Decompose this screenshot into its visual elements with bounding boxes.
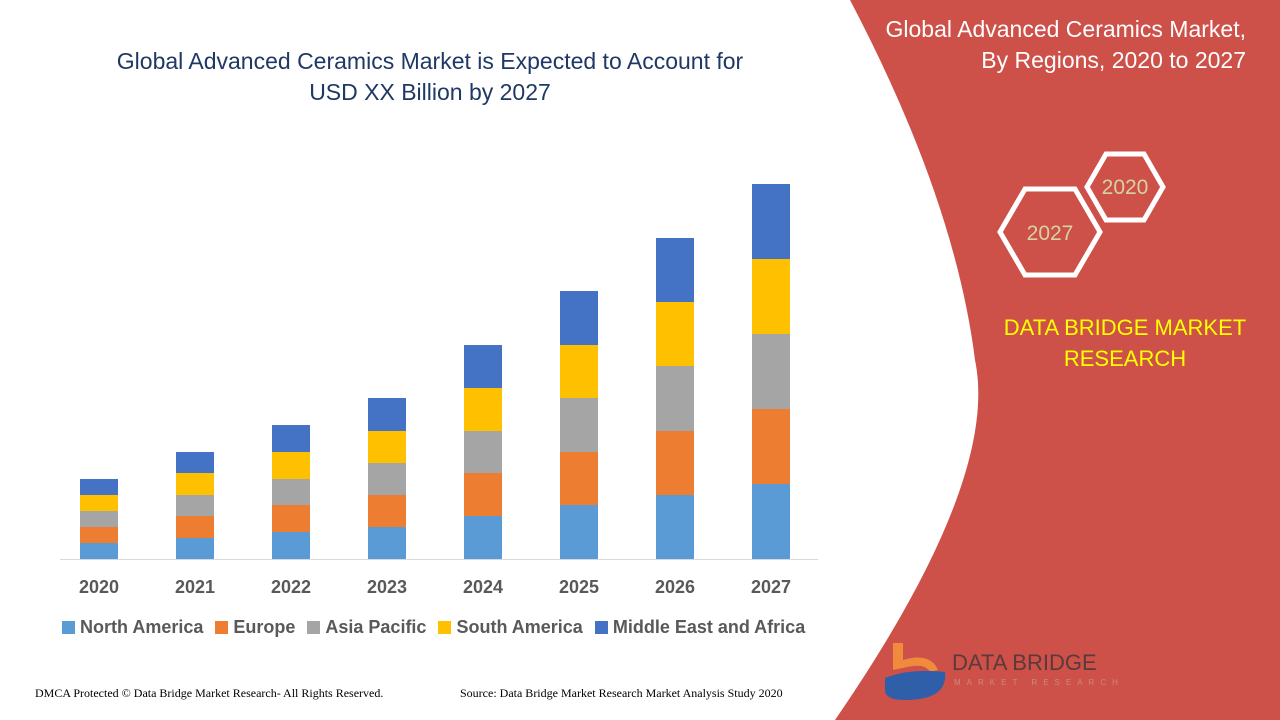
hex-label-2020: 2020 [1102, 176, 1149, 199]
bar-2025-asia-pacific [560, 398, 598, 452]
bar-2021-asia-pacific [176, 495, 214, 516]
bar-2022-asia-pacific [272, 479, 310, 505]
legend-label: Middle East and Africa [612, 617, 806, 637]
bar-2026-asia-pacific [656, 366, 694, 431]
logo-text: DATA BRIDGE [952, 650, 1097, 675]
bar-2023-north-america [368, 527, 406, 559]
bars-group [80, 184, 790, 559]
bar-2027-north-america [752, 484, 790, 559]
hex-label-2027: 2027 [1027, 222, 1074, 245]
x-tick-2024: 2024 [463, 577, 503, 597]
bar-2026-europe [656, 431, 694, 495]
hexagon-2027 [997, 186, 1103, 278]
logo-subtext: MARKET RESEARCH [954, 678, 1124, 687]
bar-2025-south-america [560, 345, 598, 398]
bar-2022-north-america [272, 532, 310, 559]
legend-item: Europe [215, 617, 295, 638]
bar-2027-europe [752, 409, 790, 484]
side-title-line-2: By Regions, 2020 to 2027 [981, 47, 1246, 73]
bar-2020-europe [80, 527, 118, 543]
legend-item: South America [438, 617, 583, 638]
bar-2020-asia-pacific [80, 511, 118, 527]
bar-2025-europe [560, 452, 598, 505]
chart-title-line-1: Global Advanced Ceramics Market is Expec… [116, 48, 744, 74]
bar-2024-asia-pacific [464, 431, 502, 473]
bar-2022-middle-east-and-africa [272, 425, 310, 452]
bar-2022-europe [272, 505, 310, 532]
bar-2026-south-america [656, 302, 694, 366]
bar-2025-north-america [560, 505, 598, 559]
x-tick-2022: 2022 [271, 577, 311, 597]
bar-2024-middle-east-and-africa [464, 345, 502, 388]
bar-2021-south-america [176, 473, 214, 495]
bar-2026-middle-east-and-africa [656, 238, 694, 302]
x-tick-2027: 2027 [751, 577, 791, 597]
x-tick-2020: 2020 [79, 577, 119, 597]
bar-2025-middle-east-and-africa [560, 291, 598, 345]
bar-2024-south-america [464, 388, 502, 431]
bar-2027-middle-east-and-africa [752, 184, 790, 259]
legend-label: Europe [233, 617, 296, 637]
x-tick-2021: 2021 [175, 577, 215, 597]
bar-2021-north-america [176, 538, 214, 559]
bar-2023-middle-east-and-africa [368, 398, 406, 431]
legend-swatch [215, 621, 229, 634]
bar-2027-south-america [752, 259, 790, 334]
bar-2022-south-america [272, 452, 310, 479]
chart-legend: North America Europe Asia Pacific South Ame… [62, 617, 805, 638]
x-tick-2023: 2023 [367, 577, 407, 597]
legend-label: South America [456, 617, 583, 637]
x-tick-2026: 2026 [655, 577, 695, 597]
logo-icon [885, 643, 946, 700]
bar-2023-asia-pacific [368, 463, 406, 495]
side-panel-background [835, 0, 1280, 720]
chart-title: Global Advanced Ceramics Market is Expec… [60, 46, 800, 108]
legend-swatch [438, 621, 452, 634]
side-title-line-1: Global Advanced Ceramics Market, [885, 16, 1247, 42]
bar-2021-middle-east-and-africa [176, 452, 214, 473]
brand-text: DATA BRIDGE MARKET RESEARCH [985, 312, 1265, 374]
bar-2020-north-america [80, 543, 118, 559]
bar-2024-europe [464, 473, 502, 516]
chart-title-line-2: USD XX Billion by 2027 [309, 79, 551, 105]
legend-item: Middle East and Africa [594, 617, 806, 638]
hexagon-2020 [1084, 151, 1166, 223]
bar-2026-north-america [656, 495, 694, 559]
bar-2027-asia-pacific [752, 334, 790, 409]
bar-2023-europe [368, 495, 406, 527]
bar-2020-middle-east-and-africa [80, 479, 118, 495]
bar-2020-south-america [80, 495, 118, 511]
x-tick-2025: 2025 [559, 577, 599, 597]
bar-2024-north-america [464, 516, 502, 559]
side-panel-title: Global Advanced Ceramics Market, By Regi… [886, 14, 1247, 76]
brand-line-2: RESEARCH [1063, 346, 1187, 371]
legend-label: Asia Pacific [325, 617, 427, 637]
x-tick-labels: 2020 2021 2022 2023 2024 2025 2026 2027 [79, 577, 791, 597]
legend-label: North America [80, 617, 204, 637]
footer-source: Source: Data Bridge Market Research Mark… [460, 686, 783, 700]
legend-swatch [62, 621, 75, 634]
brand-line-1: DATA BRIDGE MARKET [1003, 315, 1247, 340]
legend-swatch [594, 621, 608, 634]
bar-2021-europe [176, 516, 214, 538]
legend-item: Asia Pacific [307, 617, 426, 638]
legend-item: North America [62, 617, 203, 638]
bar-2023-south-america [368, 431, 406, 463]
legend-swatch [307, 621, 321, 634]
footer-copyright: DMCA Protected © Data Bridge Market Rese… [35, 686, 384, 700]
